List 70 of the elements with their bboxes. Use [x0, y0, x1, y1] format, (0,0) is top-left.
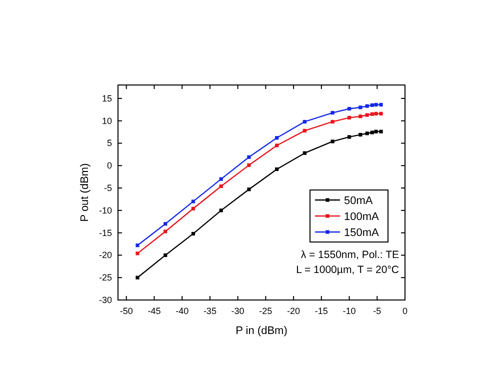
x-tick-label: -5	[373, 306, 382, 316]
legend-label: 50mA	[344, 195, 374, 207]
point	[275, 167, 279, 172]
x-tick-label: -25	[259, 306, 272, 316]
y-axis-title: P out (dBm)	[79, 163, 91, 222]
point	[374, 130, 378, 134]
point	[379, 112, 383, 116]
legend-label: 100mA	[344, 211, 380, 223]
point	[358, 132, 362, 137]
point	[164, 253, 168, 258]
y-tick-label: 0	[106, 160, 112, 171]
point	[247, 155, 251, 159]
point	[347, 135, 352, 139]
point	[330, 120, 334, 124]
point	[191, 206, 196, 210]
y-tick-label: -10	[98, 205, 112, 216]
x-tick-label: -35	[203, 306, 216, 316]
point	[330, 110, 334, 115]
point	[374, 112, 378, 116]
point	[191, 232, 196, 236]
point	[275, 144, 279, 148]
point	[136, 244, 140, 248]
point	[219, 208, 223, 212]
x-tick-label: -15	[314, 306, 328, 316]
y-tick-label: -15	[98, 228, 112, 238]
point	[191, 200, 196, 204]
point	[379, 102, 383, 107]
point	[302, 151, 306, 155]
x-tick-label: 0	[402, 306, 408, 316]
point	[247, 188, 251, 192]
annotation: L = 1000µm, T = 20°C	[296, 264, 400, 276]
y-tick-label: -5	[104, 183, 112, 194]
annotation: λ = 1550nm, Pol.: TE	[300, 249, 399, 261]
point	[370, 103, 374, 107]
point	[302, 120, 306, 124]
point	[374, 102, 378, 107]
x-tick-label: -40	[176, 306, 189, 316]
point	[365, 132, 369, 136]
point	[347, 106, 352, 111]
x-tick-label: -10	[342, 306, 356, 316]
legend-label: 150mA	[344, 227, 380, 239]
point	[365, 104, 369, 108]
y-tick-label: 10	[102, 116, 112, 126]
point	[370, 130, 374, 134]
y-tick-label: 5	[106, 138, 112, 148]
point	[275, 136, 279, 140]
y-tick-label: -20	[98, 250, 112, 260]
point	[330, 140, 334, 144]
point	[136, 252, 140, 256]
x-axis-title: P in (dBm)	[236, 325, 288, 337]
point	[347, 116, 352, 120]
point	[358, 106, 362, 110]
x-tick-label: -50	[120, 306, 133, 316]
point	[247, 163, 251, 167]
point	[379, 130, 383, 134]
point	[370, 112, 374, 116]
x-tick-label: -30	[231, 306, 244, 316]
y-tick-label: -30	[98, 295, 112, 305]
point	[358, 114, 362, 118]
x-tick-label: -20	[287, 306, 300, 316]
point	[219, 184, 223, 188]
x-tick-label: -45	[148, 306, 161, 316]
y-tick-label: 15	[102, 93, 112, 104]
point	[164, 222, 168, 226]
point	[365, 113, 369, 117]
y-tick-label: -25	[98, 272, 112, 283]
point	[302, 128, 306, 132]
point	[219, 177, 223, 181]
point	[164, 230, 168, 234]
point	[136, 276, 140, 280]
